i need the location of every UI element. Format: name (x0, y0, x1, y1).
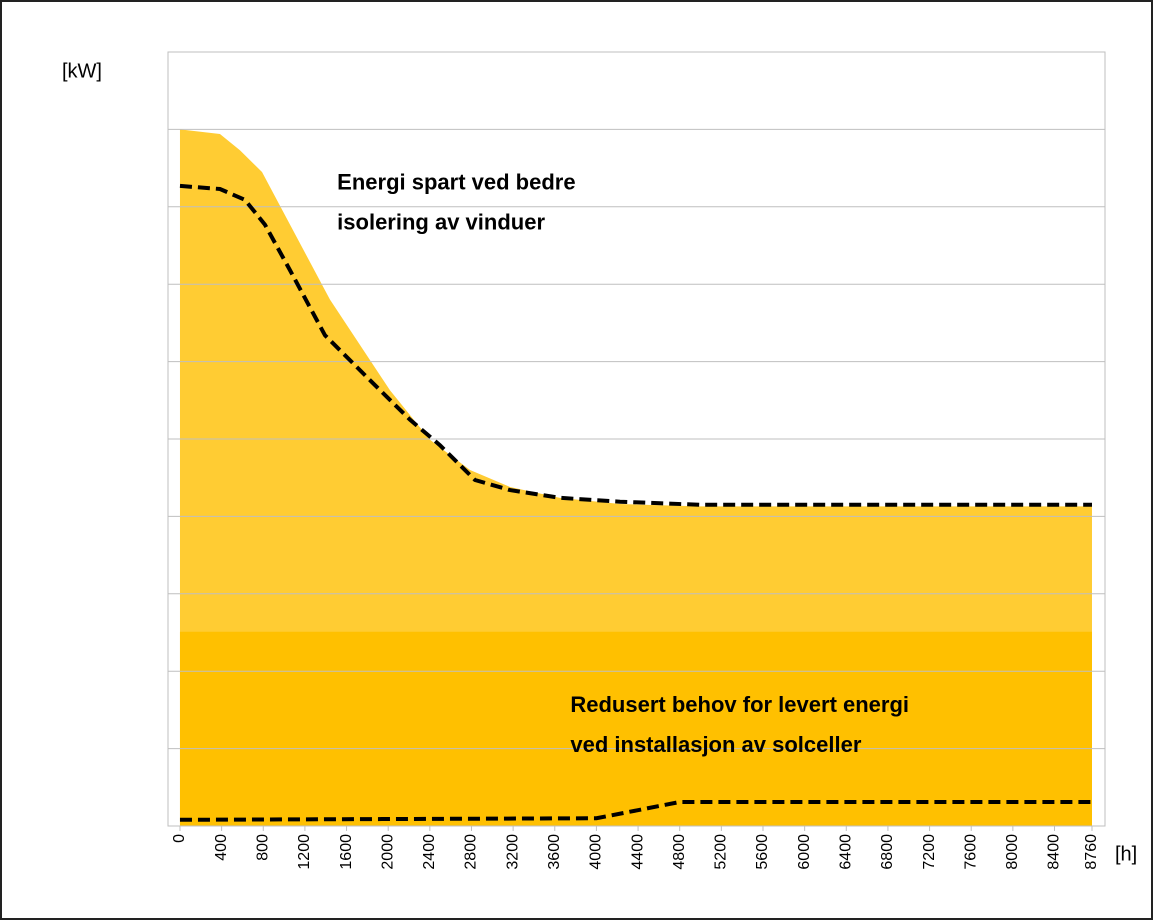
x-tick-label: 3600 (546, 834, 563, 870)
x-tick-label: 7600 (962, 834, 979, 870)
annotation: Redusert behov for levert energi (570, 692, 909, 717)
dashed-line (179, 183, 1092, 507)
x-tick-label: 8000 (1004, 834, 1021, 870)
x-tick-label: 2800 (463, 834, 480, 870)
x-tick-label: 1600 (338, 834, 355, 870)
x-tick-label: 8400 (1046, 834, 1063, 870)
annotation: Energi spart ved bedre (337, 169, 575, 194)
dashed-line (179, 800, 1092, 822)
x-tick-label: 7200 (921, 834, 938, 870)
x-tick-label: 5200 (713, 834, 730, 870)
x-tick-label: 6000 (796, 834, 813, 870)
x-tick-label: 5600 (754, 834, 771, 870)
x-tick-label: 1200 (296, 834, 313, 870)
x-tick-label: 6800 (879, 834, 896, 870)
x-tick-label: 8760 (1083, 834, 1100, 870)
y-axis-label: [kW] (62, 60, 102, 82)
x-tick-label: 6400 (838, 834, 855, 870)
x-tick-label: 2000 (379, 834, 396, 870)
x-axis-label: [h] (1115, 843, 1137, 865)
x-tick-label: 3200 (504, 834, 521, 870)
x-tick-label: 4400 (629, 834, 646, 870)
x-tick-label: 4000 (588, 834, 605, 870)
x-tick-label: 2400 (421, 834, 438, 870)
x-tick-label: 0 (171, 834, 188, 843)
annotation: isolering av vinduer (337, 209, 545, 234)
x-tick-label: 400 (213, 834, 230, 861)
area (179, 631, 1092, 826)
annotation: ved installasjon av solceller (570, 732, 861, 757)
x-tick-label: 800 (254, 834, 271, 861)
x-tick-label: 4800 (671, 834, 688, 870)
